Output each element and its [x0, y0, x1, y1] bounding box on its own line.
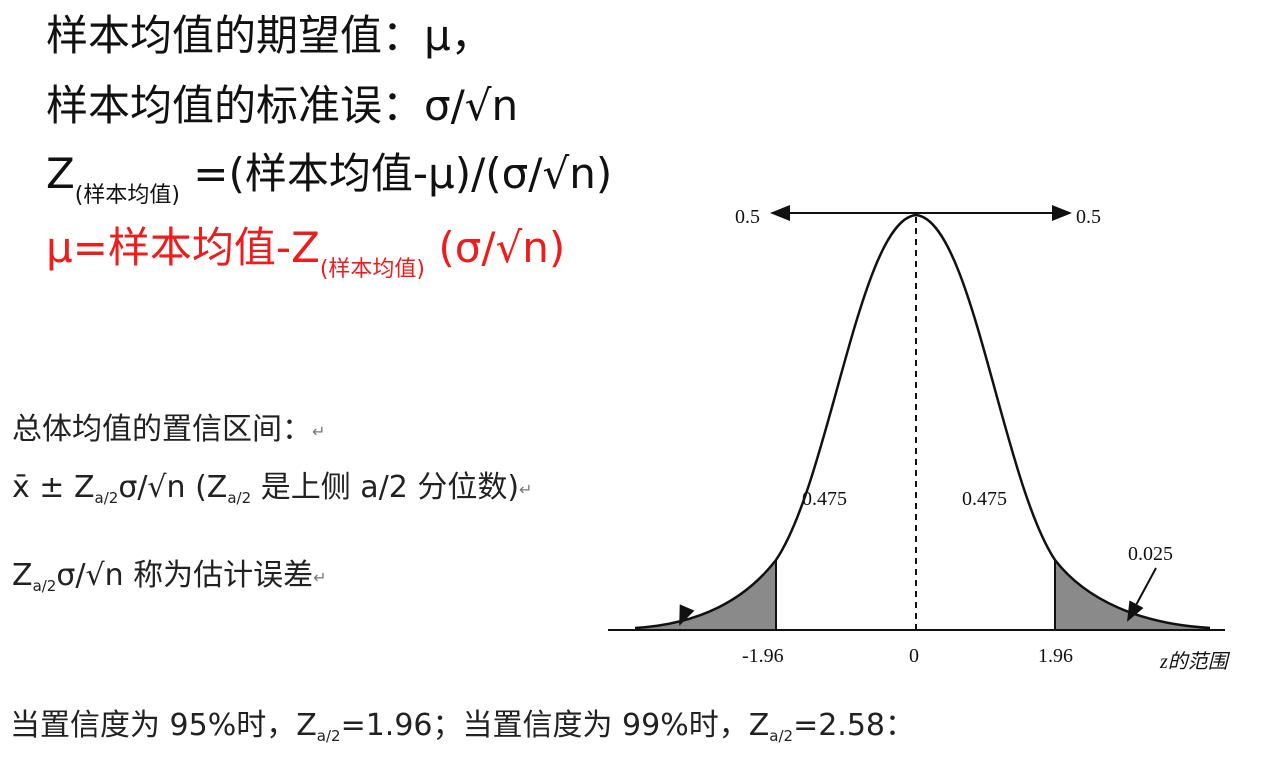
formula-expected-value: 样本均值的期望值：μ，: [46, 11, 493, 60]
return-mark-icon: ↵: [313, 568, 327, 587]
tail-area-label: 0.025: [1128, 543, 1173, 565]
z-axis-label: z的范围: [1159, 651, 1231, 673]
left-area-label: 0.475: [802, 488, 847, 510]
confidence-levels-note: 当置信度为 95%时，Za/2=1.96；当置信度为 99%时，Za/2=2.5…: [10, 708, 916, 745]
formula-z-score: Z(样本均值) =(样本均值-μ)/(σ/√n): [46, 150, 612, 220]
z-symbol: Z: [46, 149, 75, 198]
return-mark-icon: ↵: [312, 422, 326, 441]
mu-subscript: (样本均值): [319, 257, 426, 282]
interval-formula: x̄ ± Za/2σ/√n (Za/2 是上侧 a/2 分位数)↵: [12, 470, 533, 507]
estimation-error: Za/2σ/√n 称为估计误差↵: [12, 558, 327, 595]
formula-mu-solved: μ=样本均值-Z(样本均值) (σ/√n): [46, 224, 565, 294]
mu-expression: μ=样本均值-Z: [46, 223, 320, 272]
tick-right-label: 1.96: [1038, 645, 1073, 667]
z-score-expression: =(样本均值-μ)/(σ/√n): [179, 149, 613, 198]
interval-title: 总体均值的置信区间：↵: [12, 412, 326, 447]
top-right-half-label: 0.5: [1076, 206, 1101, 228]
top-left-half-label: 0.5: [735, 206, 760, 228]
right-area-label: 0.475: [962, 488, 1007, 510]
tick-left-label: -1.96: [742, 645, 784, 667]
tail-pointer-arrow: [1127, 567, 1157, 622]
tick-center-label: 0: [909, 645, 919, 667]
left-tail-pointer: [679, 604, 695, 626]
z-subscript: (样本均值): [74, 183, 180, 208]
mu-expression-tail: (σ/√n): [425, 223, 566, 272]
left-tail-area: [635, 560, 776, 630]
bell-curve: [634, 213, 1211, 630]
return-mark-icon: ↵: [519, 480, 533, 499]
formula-standard-error: 样本均值的标准误：σ/√n: [46, 81, 519, 130]
right-tail-area: [1055, 560, 1210, 630]
